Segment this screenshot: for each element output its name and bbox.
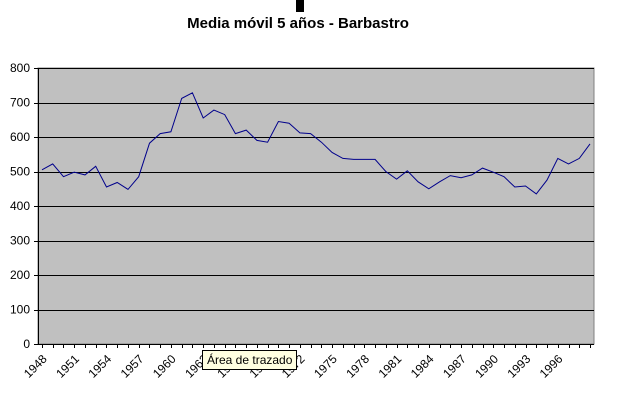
y-tick-label: 0 — [23, 337, 30, 351]
y-tick-label: 600 — [10, 130, 30, 144]
y-tick-label: 400 — [10, 199, 30, 213]
x-tick-label: 1951 — [53, 352, 82, 381]
x-tick-label: 1996 — [537, 352, 566, 381]
x-tick-label: 1954 — [85, 352, 114, 381]
x-tick-label: 1990 — [472, 352, 501, 381]
x-tick-label: 1993 — [505, 352, 534, 381]
y-tick-label: 700 — [10, 96, 30, 110]
x-tick-label: 1981 — [376, 352, 405, 381]
y-tick-label: 100 — [10, 303, 30, 317]
x-tick-label: 1978 — [343, 352, 372, 381]
x-tick-label: 1957 — [118, 352, 147, 381]
series — [41, 92, 591, 195]
y-tick-label: 200 — [10, 268, 30, 282]
chart-title: Media móvil 5 años - Barbastro — [187, 15, 409, 32]
x-tick-label: 1960 — [150, 352, 179, 381]
y-tick-label: 800 — [10, 61, 30, 75]
series-line[interactable] — [41, 92, 591, 195]
cursor-marker — [296, 0, 304, 12]
x-tick-label: 1975 — [311, 352, 340, 381]
y-tick-label: 300 — [10, 234, 30, 248]
y-tick-label: 500 — [10, 165, 30, 179]
x-tick-label: 1948 — [21, 352, 50, 381]
x-tick-label: 1984 — [408, 352, 437, 381]
x-tick-label: 1987 — [440, 352, 469, 381]
y-tick-labels: 0 100 200 300 400 500 600 700 800 — [10, 61, 30, 351]
plot-area-tooltip: Área de trazado — [202, 350, 298, 370]
axes — [34, 68, 594, 348]
